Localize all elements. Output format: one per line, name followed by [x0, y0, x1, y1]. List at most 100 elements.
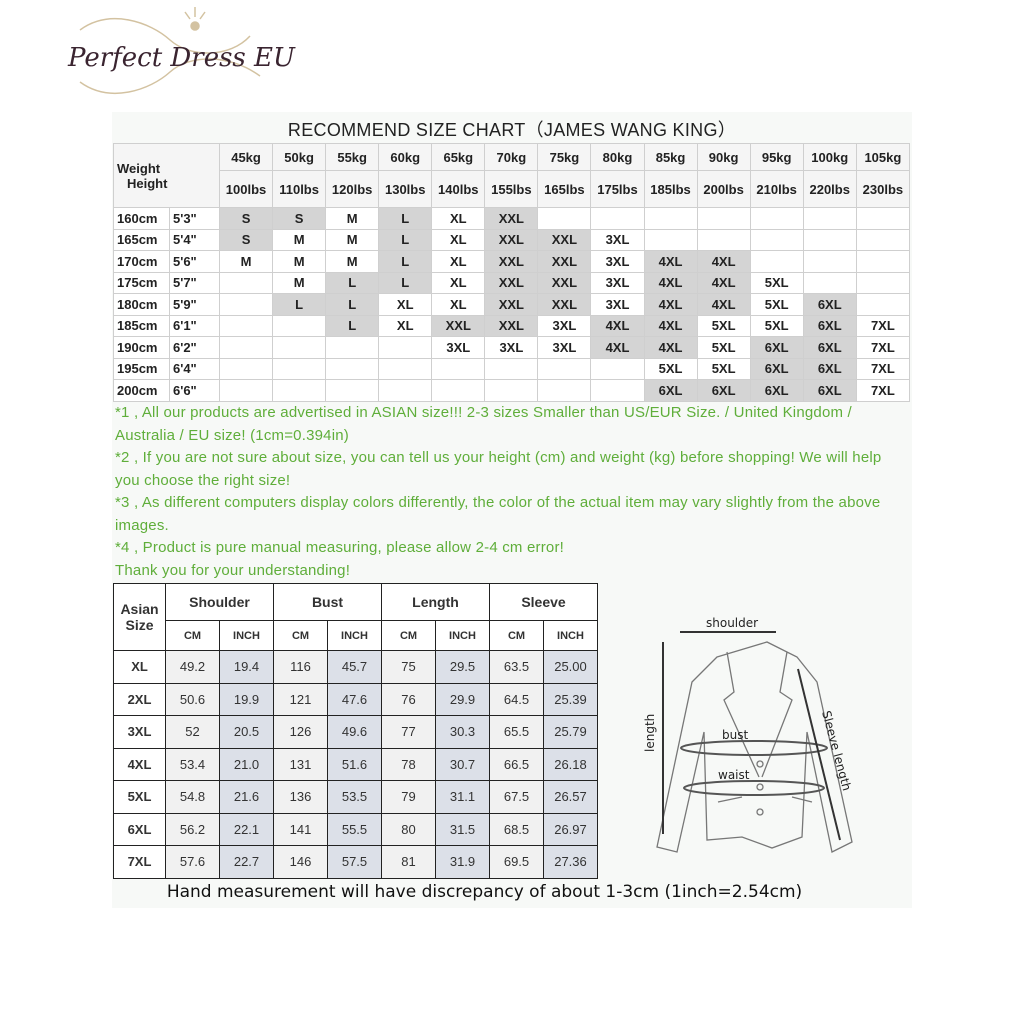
measure-cell: 25.79: [543, 715, 598, 749]
height-row: 165cm 5'4" S M M L XL XXL XXL 3XL: [113, 228, 911, 251]
size-label: 7XL: [113, 845, 166, 879]
size-cell: M: [325, 207, 380, 230]
measure-cell: 21.6: [219, 780, 274, 814]
size-cell: XXL: [537, 271, 592, 294]
shoulder-label: shoulder: [706, 616, 758, 630]
size-header: Asian Size: [113, 583, 166, 651]
height-cm: 195cm: [113, 357, 170, 380]
size-cell: L: [378, 228, 433, 251]
height-row: 180cm 5'9" L L XL XL XXL XXL 3XL 4XL 4XL 5XL 6XL: [113, 293, 911, 316]
size-cell: [855, 271, 911, 294]
size-cell: 3XL: [590, 293, 645, 316]
measure-cell: 52: [165, 715, 220, 749]
measurement-row: 2XL 50.6 19.9 121 47.6 76 29.9 64.5 25.39: [113, 682, 598, 716]
measure-cell: 26.57: [543, 780, 598, 814]
size-cell: 4XL: [643, 293, 698, 316]
measure-cell: 30.7: [435, 747, 490, 781]
measure-cell: 57.6: [165, 845, 220, 879]
weight-kg-header: 90kg: [696, 143, 751, 171]
measure-cell: 146: [273, 845, 328, 879]
note-line: *3 , As different computers display colo…: [115, 494, 881, 534]
unit-cm: CM: [489, 620, 544, 651]
size-cell: 4XL: [643, 314, 698, 337]
size-cell: 6XL: [802, 336, 857, 359]
size-cell: XXL: [484, 207, 539, 230]
size-cell: L: [378, 250, 433, 273]
size-cell: XXL: [484, 293, 539, 316]
size-cell: 6XL: [696, 379, 751, 402]
size-cell: L: [325, 314, 380, 337]
size-cell: [802, 228, 857, 251]
weight-lbs-header: 220lbs: [802, 170, 857, 208]
size-cell: 3XL: [537, 314, 592, 337]
size-cell: L: [378, 207, 433, 230]
size-cell: 4XL: [696, 293, 751, 316]
size-cell: [325, 336, 380, 359]
size-cell: [431, 357, 486, 380]
measure-cell: 57.5: [327, 845, 382, 879]
measure-cell: 25.00: [543, 650, 598, 684]
size-cell: [855, 207, 911, 230]
size-cell: [219, 357, 274, 380]
measure-cell: 63.5: [489, 650, 544, 684]
measure-cell: 131: [273, 747, 328, 781]
height-row: 200cm 6'6" 6XL 6XL 6XL 6XL 7XL: [113, 379, 911, 402]
size-cell: L: [272, 293, 327, 316]
size-cell: L: [325, 293, 380, 316]
size-label: 2XL: [113, 682, 166, 716]
measure-cell: 31.9: [435, 845, 490, 879]
waist-label: waist: [718, 768, 750, 782]
measure-cell: 81: [381, 845, 436, 879]
chart-title: RECOMMEND SIZE CHART（JAMES WANG KING）: [287, 120, 737, 140]
size-cell: [696, 228, 751, 251]
measure-cell: 64.5: [489, 682, 544, 716]
size-cell: 5XL: [749, 271, 804, 294]
unit-header-row: CM INCH CM INCH CM INCH CM INCH: [114, 620, 598, 651]
size-cell: M: [325, 228, 380, 251]
length-label: length: [643, 714, 657, 752]
weight-kg-header: 45kg: [219, 143, 274, 171]
height-ft: 5'3": [168, 207, 221, 230]
weight-kg-header: 60kg: [378, 143, 433, 171]
measure-cell: 29.5: [435, 650, 490, 684]
size-cell: S: [272, 207, 327, 230]
size-cell: 3XL: [590, 271, 645, 294]
size-cell: 3XL: [590, 228, 645, 251]
measure-cell: 26.18: [543, 747, 598, 781]
measure-cell: 45.7: [327, 650, 382, 684]
measure-cell: 80: [381, 812, 436, 846]
note-line: *1 , All our products are advertised in …: [115, 404, 852, 444]
size-cell: XXL: [484, 314, 539, 337]
height-row: 175cm 5'7" M L L XL XXL XXL 3XL 4XL 4XL 5XL: [113, 271, 911, 294]
measure-cell: 56.2: [165, 812, 220, 846]
measure-cell: 53.5: [327, 780, 382, 814]
measure-cell: 27.36: [543, 845, 598, 879]
corner-weight: Weight: [117, 160, 161, 176]
height-cm: 180cm: [113, 293, 170, 316]
size-cell: [272, 314, 327, 337]
size-cell: [749, 250, 804, 273]
size-cell: L: [325, 271, 380, 294]
weight-lbs-header: 155lbs: [484, 170, 539, 208]
size-cell: 6XL: [802, 379, 857, 402]
size-cell: [325, 357, 380, 380]
weight-lbs-header: 130lbs: [378, 170, 433, 208]
size-cell: 4XL: [696, 250, 751, 273]
size-cell: [325, 379, 380, 402]
size-cell: M: [219, 250, 274, 273]
size-cell: [855, 293, 911, 316]
size-cell: [802, 250, 857, 273]
weight-lbs-header: 165lbs: [537, 170, 592, 208]
height-cm: 175cm: [113, 271, 170, 294]
size-cell: XL: [378, 293, 433, 316]
watermark-text: Perfect Dress EU: [67, 43, 296, 73]
size-cell: 4XL: [696, 271, 751, 294]
size-cell: 4XL: [643, 250, 698, 273]
size-cell: [590, 207, 645, 230]
note-line: *2 , If you are not sure about size, you…: [115, 449, 882, 489]
size-cell: 6XL: [749, 379, 804, 402]
measure-cell: 31.5: [435, 812, 490, 846]
size-cell: 5XL: [749, 293, 804, 316]
measure-cell: 25.39: [543, 682, 598, 716]
weight-kg-header: 75kg: [537, 143, 592, 171]
